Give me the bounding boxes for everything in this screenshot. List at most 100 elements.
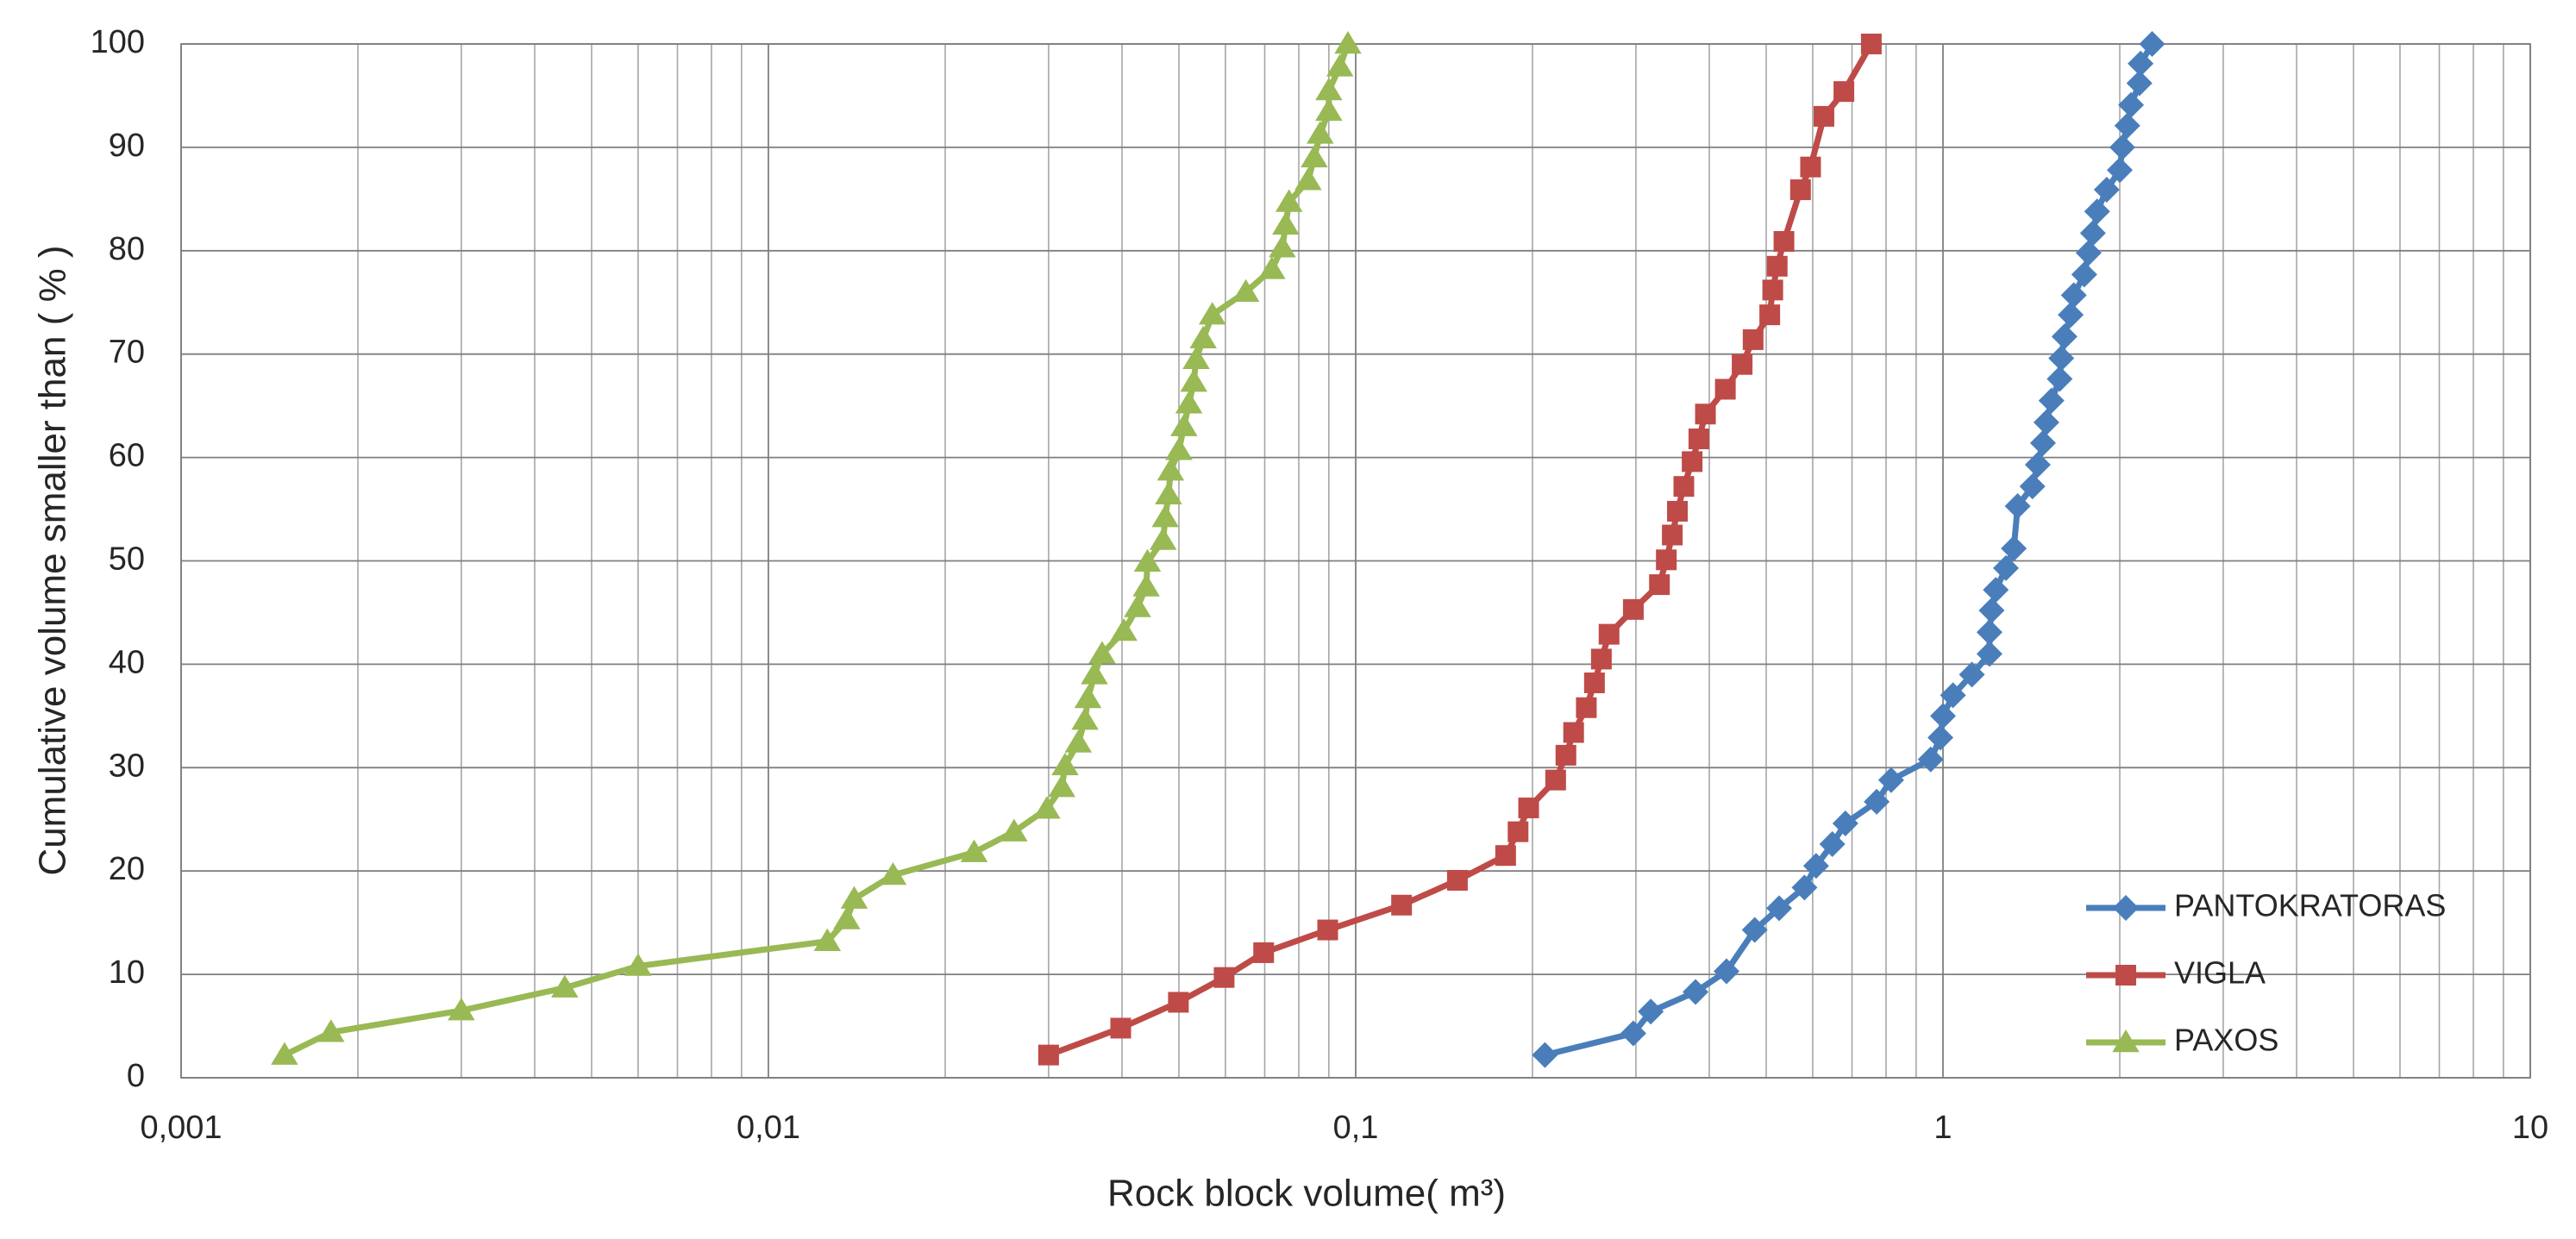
data-point xyxy=(2084,198,2110,225)
data-point xyxy=(1789,179,1811,201)
y-tick-label: 90 xyxy=(109,128,145,164)
legend: PANTOKRATORAS VIGLA PAXOS xyxy=(2086,888,2446,1058)
data-point xyxy=(1132,573,1160,597)
data-point xyxy=(1688,429,1709,450)
legend-label: PAXOS xyxy=(2174,1023,2278,1058)
data-point xyxy=(1151,504,1179,528)
legend-label: VIGLA xyxy=(2174,955,2266,991)
x-axis-title: Rock block volume( m³) xyxy=(1107,1173,1506,1215)
data-point xyxy=(1759,304,1781,326)
data-point xyxy=(1598,623,1620,645)
data-point xyxy=(1622,598,1644,620)
data-point xyxy=(1741,917,1768,943)
data-point xyxy=(1165,437,1193,460)
data-point xyxy=(1959,661,1985,688)
data-point xyxy=(1976,619,2003,646)
data-point xyxy=(1813,105,1834,127)
data-point xyxy=(1037,1044,1059,1066)
y-tick-label: 40 xyxy=(109,644,145,680)
data-point xyxy=(1662,524,1683,546)
data-point xyxy=(1124,594,1151,617)
data-point xyxy=(1978,598,2005,624)
y-tick-label: 60 xyxy=(109,438,145,474)
data-point xyxy=(1189,325,1217,348)
data-point xyxy=(879,861,907,885)
data-point xyxy=(2029,429,2056,456)
data-point xyxy=(1391,894,1413,916)
data-point xyxy=(2114,112,2140,139)
data-point xyxy=(1155,481,1182,505)
data-point xyxy=(271,1042,298,1065)
data-point xyxy=(2046,366,2073,392)
data-point xyxy=(1307,121,1334,144)
data-point xyxy=(960,839,988,862)
data-point xyxy=(1133,548,1162,572)
data-point xyxy=(2060,282,2087,309)
data-point xyxy=(1695,404,1716,425)
data-point xyxy=(1766,255,1788,277)
data-point xyxy=(1180,369,1207,392)
legend-label: PANTOKRATORAS xyxy=(2174,888,2446,923)
data-point xyxy=(1326,53,1354,77)
data-point xyxy=(2139,31,2165,57)
data-point xyxy=(1819,831,1846,858)
data-point xyxy=(2004,492,2031,519)
data-point xyxy=(1269,235,1296,258)
data-point xyxy=(1110,1017,1131,1039)
data-point xyxy=(1334,31,1362,54)
y-tick-label: 50 xyxy=(109,541,145,578)
data-point xyxy=(2051,323,2078,350)
data-point xyxy=(1773,231,1795,253)
data-point xyxy=(1832,810,1858,837)
data-point xyxy=(1232,278,1260,303)
data-point xyxy=(1074,685,1102,709)
data-point xyxy=(551,974,579,998)
data-point xyxy=(1253,942,1275,963)
data-point xyxy=(1156,458,1185,481)
data-point xyxy=(1762,279,1783,301)
x-tick-label: 0,001 xyxy=(140,1110,222,1146)
data-point xyxy=(1048,774,1076,798)
data-point xyxy=(2033,409,2059,435)
data-point xyxy=(1714,958,1740,985)
data-point xyxy=(1714,379,1736,400)
y-axis-title: Cumulative volume smaller than ( % ) xyxy=(32,245,74,875)
data-point xyxy=(1081,661,1108,685)
data-point xyxy=(1033,796,1061,819)
data-point xyxy=(1446,869,1468,891)
data-point xyxy=(1294,167,1322,191)
data-point xyxy=(1791,874,1818,901)
data-point xyxy=(2118,91,2145,118)
data-point xyxy=(1620,1020,1646,1047)
data-point xyxy=(2093,177,2120,203)
data-point xyxy=(2001,535,2028,562)
data-point xyxy=(1673,476,1695,497)
y-tick-label: 0 xyxy=(127,1058,145,1094)
data-point xyxy=(1940,682,1966,709)
data-point xyxy=(1802,853,1829,879)
data-point xyxy=(1088,641,1116,664)
data-point xyxy=(1149,527,1177,550)
grid xyxy=(180,43,2531,1079)
data-point xyxy=(1168,992,1189,1013)
y-tick-label: 10 xyxy=(109,954,145,991)
data-point xyxy=(1983,577,2009,604)
data-point xyxy=(2075,240,2102,266)
data-point xyxy=(2126,70,2153,97)
y-tick-label: 30 xyxy=(109,748,145,784)
y-tick-label: 20 xyxy=(109,851,145,887)
series-line xyxy=(283,42,1351,1058)
data-point xyxy=(2107,157,2134,184)
data-point xyxy=(2109,134,2135,160)
data-point xyxy=(1532,1042,1558,1068)
plot-frame xyxy=(180,43,2531,1079)
data-point xyxy=(1667,500,1689,522)
data-point xyxy=(1315,77,1343,101)
data-point xyxy=(1213,967,1235,988)
x-tick-label: 1 xyxy=(1934,1110,1952,1146)
data-point xyxy=(624,953,652,976)
data-point xyxy=(1682,451,1703,472)
x-tick-label: 10 xyxy=(2512,1110,2548,1146)
data-point xyxy=(1563,722,1584,743)
